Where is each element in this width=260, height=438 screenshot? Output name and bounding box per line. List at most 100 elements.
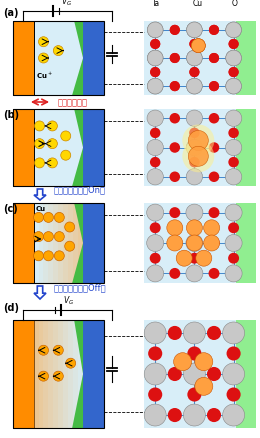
Circle shape — [189, 39, 199, 49]
Circle shape — [148, 346, 162, 360]
Polygon shape — [72, 243, 83, 283]
Circle shape — [61, 131, 71, 141]
Circle shape — [225, 110, 242, 127]
Circle shape — [150, 67, 160, 77]
Circle shape — [209, 207, 219, 218]
Circle shape — [186, 78, 202, 94]
Text: $V_G$: $V_G$ — [61, 0, 72, 8]
Text: 演算素子動作: 演算素子動作 — [58, 98, 88, 107]
Bar — [144, 109, 256, 186]
Bar — [13, 21, 104, 95]
Circle shape — [150, 39, 160, 49]
Polygon shape — [72, 374, 83, 428]
Circle shape — [170, 25, 180, 35]
Circle shape — [47, 158, 57, 168]
Polygon shape — [34, 286, 46, 299]
Circle shape — [228, 223, 239, 233]
Circle shape — [186, 78, 202, 94]
Bar — [68, 203, 73, 283]
Circle shape — [170, 113, 180, 124]
Circle shape — [226, 22, 242, 38]
Polygon shape — [74, 21, 83, 58]
Bar — [144, 320, 256, 428]
Circle shape — [147, 204, 164, 221]
Text: $V_G$: $V_G$ — [63, 294, 74, 307]
Circle shape — [186, 204, 203, 221]
Circle shape — [147, 50, 163, 66]
Circle shape — [187, 388, 202, 402]
Circle shape — [186, 234, 203, 251]
Bar — [34, 203, 83, 283]
Circle shape — [226, 78, 242, 94]
Text: (d): (d) — [3, 303, 19, 313]
Circle shape — [186, 235, 202, 251]
Circle shape — [35, 158, 44, 168]
Circle shape — [189, 39, 199, 49]
Circle shape — [186, 50, 202, 66]
Circle shape — [229, 67, 239, 77]
Bar — [48, 203, 53, 283]
Circle shape — [189, 67, 199, 77]
Circle shape — [150, 253, 161, 264]
Bar — [58, 203, 63, 283]
Circle shape — [144, 322, 166, 344]
Bar — [53, 320, 58, 428]
Circle shape — [209, 172, 219, 182]
Circle shape — [209, 81, 219, 91]
Circle shape — [189, 127, 200, 138]
Circle shape — [186, 50, 202, 66]
Circle shape — [225, 234, 242, 251]
Circle shape — [147, 22, 163, 38]
Circle shape — [147, 139, 163, 155]
Circle shape — [225, 265, 242, 282]
Polygon shape — [74, 203, 83, 243]
Circle shape — [174, 353, 192, 371]
Circle shape — [209, 142, 219, 153]
Circle shape — [186, 22, 202, 38]
Circle shape — [147, 110, 163, 127]
Circle shape — [144, 363, 166, 385]
Bar — [78, 320, 83, 428]
Circle shape — [169, 268, 180, 279]
Bar — [68, 320, 73, 428]
Text: Cu: Cu — [192, 0, 203, 8]
Bar — [13, 320, 34, 428]
Circle shape — [226, 22, 242, 38]
Circle shape — [188, 146, 208, 166]
Circle shape — [186, 22, 202, 38]
Circle shape — [168, 367, 182, 381]
Circle shape — [228, 253, 239, 264]
Circle shape — [170, 142, 180, 153]
Circle shape — [207, 326, 221, 340]
Text: O: O — [232, 0, 237, 8]
Circle shape — [150, 67, 160, 77]
Circle shape — [189, 253, 200, 264]
Text: Cu: Cu — [36, 206, 46, 212]
Bar — [13, 320, 104, 428]
Bar — [34, 320, 83, 428]
Bar — [43, 320, 48, 428]
Circle shape — [150, 157, 160, 167]
Circle shape — [186, 169, 203, 185]
Circle shape — [144, 404, 166, 426]
Circle shape — [35, 139, 44, 148]
Polygon shape — [72, 58, 83, 95]
Bar — [38, 320, 43, 428]
Circle shape — [186, 265, 203, 282]
Circle shape — [65, 222, 75, 232]
Circle shape — [186, 220, 202, 236]
Text: 記憶素子動作（Off）: 記憶素子動作（Off） — [54, 283, 107, 293]
Circle shape — [54, 212, 64, 223]
Circle shape — [228, 127, 239, 138]
Circle shape — [204, 235, 220, 251]
Circle shape — [170, 53, 180, 63]
Circle shape — [170, 81, 180, 91]
Circle shape — [47, 121, 57, 131]
Circle shape — [183, 363, 205, 385]
Bar — [236, 320, 256, 428]
Circle shape — [150, 127, 160, 138]
Circle shape — [229, 67, 239, 77]
Circle shape — [186, 110, 203, 127]
Circle shape — [170, 172, 180, 182]
Bar — [73, 320, 78, 428]
